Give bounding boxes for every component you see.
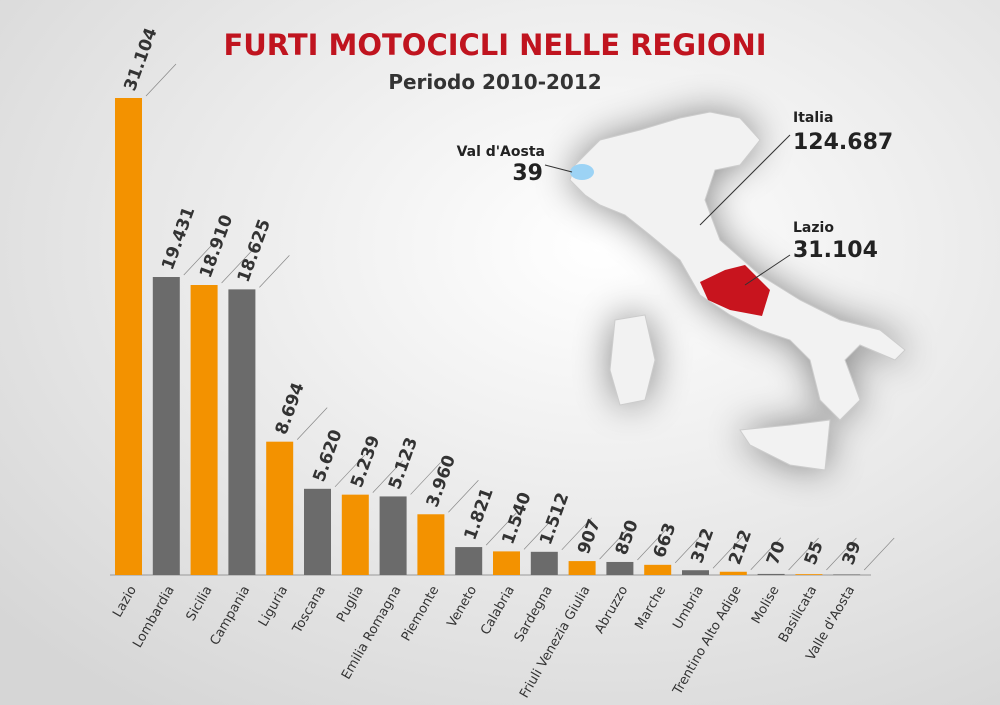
label-leader bbox=[712, 535, 744, 569]
annotation-label: Italia bbox=[793, 110, 833, 126]
label-leader bbox=[334, 454, 366, 488]
label-leader bbox=[259, 255, 290, 288]
label-leader bbox=[637, 527, 668, 561]
bar bbox=[190, 285, 218, 575]
bar bbox=[115, 98, 142, 575]
bar bbox=[530, 551, 558, 575]
bar bbox=[606, 561, 634, 575]
label-leader bbox=[561, 517, 593, 551]
label-leader bbox=[145, 63, 177, 97]
annotation-label: Val d'Aosta bbox=[457, 144, 545, 160]
bar bbox=[341, 494, 369, 575]
map-sicily bbox=[739, 419, 831, 471]
bar bbox=[266, 441, 294, 575]
label-leader bbox=[448, 480, 479, 513]
leader-line bbox=[699, 134, 791, 226]
bar bbox=[379, 496, 407, 575]
bar bbox=[682, 570, 709, 575]
chart-title: FURTI MOTOCICLI NELLE REGIONI bbox=[223, 28, 766, 62]
label-leader bbox=[523, 517, 555, 550]
label-leader bbox=[296, 407, 328, 440]
label-leader bbox=[221, 250, 252, 284]
label-leader bbox=[863, 537, 895, 571]
leader-line bbox=[544, 164, 573, 173]
label-leader bbox=[750, 537, 782, 570]
bar bbox=[719, 571, 747, 575]
bar bbox=[795, 574, 823, 575]
map-italy bbox=[569, 111, 906, 421]
label-leader bbox=[485, 512, 517, 546]
bar bbox=[417, 514, 445, 575]
label-leader bbox=[788, 537, 819, 571]
annotation-value: 31.104 bbox=[793, 238, 878, 263]
map-aosta bbox=[570, 164, 594, 180]
bar bbox=[568, 561, 596, 575]
bar bbox=[152, 277, 180, 575]
label-leader bbox=[826, 537, 857, 571]
bar bbox=[455, 547, 483, 575]
chart-subtitle: Periodo 2010-2012 bbox=[388, 70, 601, 94]
bar bbox=[833, 574, 861, 575]
bar bbox=[493, 551, 520, 575]
label-leader bbox=[372, 460, 404, 493]
annotation-label: Lazio bbox=[793, 220, 834, 236]
leader-line bbox=[744, 254, 791, 286]
label-leader bbox=[674, 530, 706, 564]
bar bbox=[228, 289, 256, 575]
map-sardinia bbox=[609, 314, 656, 406]
label-leader bbox=[183, 242, 215, 276]
label-leader bbox=[410, 462, 441, 495]
bar bbox=[644, 564, 672, 575]
map bbox=[569, 111, 906, 471]
annotation-value: 124.687 bbox=[793, 130, 893, 155]
annotation-value: 39 bbox=[512, 161, 543, 186]
map-lazio bbox=[700, 265, 770, 316]
bar bbox=[757, 573, 785, 575]
bar bbox=[304, 488, 331, 575]
label-leader bbox=[599, 526, 630, 560]
